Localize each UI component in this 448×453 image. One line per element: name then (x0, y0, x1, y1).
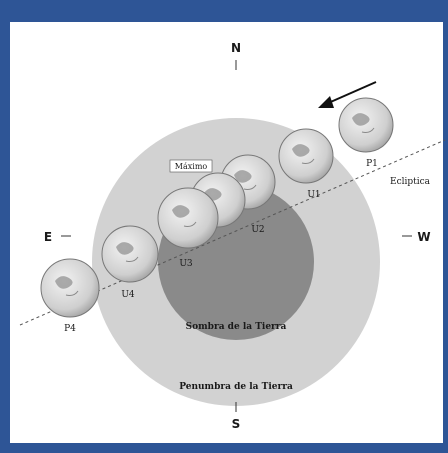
position-label-u3: U3 (179, 259, 193, 269)
moon-u3 (157, 187, 219, 249)
moon-u4 (101, 225, 159, 283)
moon-p1 (338, 97, 394, 153)
ecliptic-label: Ecliptica (390, 177, 431, 187)
position-label-p1: P1 (366, 159, 378, 169)
maximum-label-box (169, 159, 213, 173)
motion-arrow (325, 81, 377, 105)
east-label: E (44, 230, 52, 244)
ecliptic-line (19, 139, 446, 326)
motion-arrowhead (318, 96, 334, 108)
umbra-label: Sombra de la Tierra (186, 322, 287, 332)
position-label-u1: U1 (307, 190, 320, 200)
penumbra-label: Penumbra de la Tierra (179, 382, 293, 392)
position-label-u4: U4 (121, 290, 135, 300)
position-label-p4: P4 (64, 324, 76, 334)
moon-p4 (40, 258, 100, 318)
south-label: S (232, 417, 241, 431)
maximum-label: Máximo (175, 162, 208, 171)
position-label-u2: U2 (251, 225, 264, 235)
west-label: W (417, 230, 430, 244)
moon-u1 (278, 128, 334, 184)
north-label: N (231, 41, 241, 55)
